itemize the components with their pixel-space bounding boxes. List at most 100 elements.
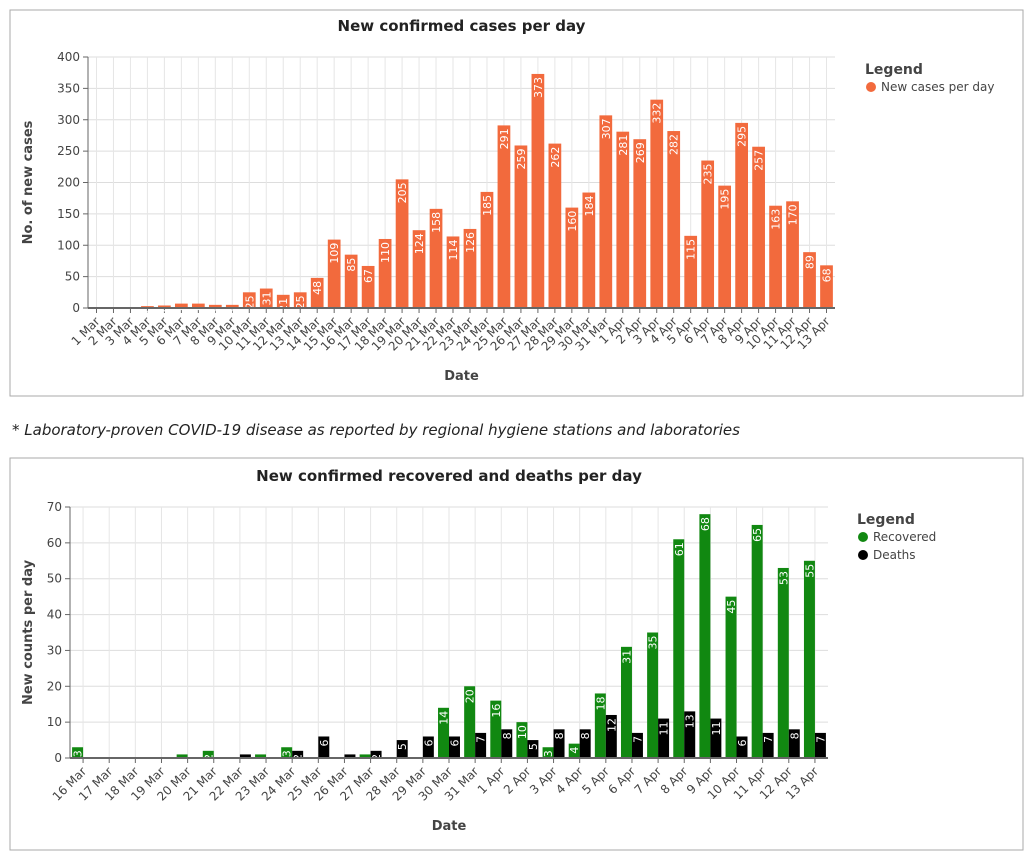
- bar: [542, 747, 554, 758]
- y-tick-label: 200: [57, 176, 80, 190]
- value-label: 160: [566, 211, 579, 232]
- bar: [565, 207, 579, 308]
- bar: [762, 732, 774, 758]
- value-label: 295: [736, 126, 749, 147]
- value-label: 11: [658, 722, 671, 736]
- bar: [658, 718, 670, 758]
- bar: [225, 304, 239, 308]
- bar: [276, 294, 290, 308]
- value-label: 307: [600, 118, 613, 139]
- legend-title: Legend: [857, 512, 915, 528]
- value-label: 25: [294, 295, 307, 309]
- legend-title: Legend: [865, 62, 923, 78]
- bar: [292, 750, 304, 758]
- bar: [438, 707, 449, 758]
- value-label: 68: [699, 517, 712, 531]
- bar: [820, 265, 833, 308]
- bar: [699, 514, 711, 758]
- value-label: 1: [107, 310, 120, 317]
- bar: [293, 292, 307, 308]
- value-label: 1: [255, 757, 268, 764]
- bar: [568, 743, 580, 758]
- value-label: 8: [501, 732, 514, 739]
- value-label: 185: [481, 195, 494, 216]
- value-label: 126: [464, 232, 477, 253]
- bar: [176, 754, 188, 758]
- bar: [673, 539, 685, 758]
- value-label: 1: [176, 757, 189, 764]
- value-label: 114: [447, 239, 460, 260]
- bar: [242, 292, 256, 308]
- value-label: 184: [583, 196, 596, 217]
- bar: [239, 754, 251, 758]
- value-label: 332: [651, 103, 664, 124]
- bar: [769, 205, 782, 308]
- value-label: 16: [490, 704, 503, 718]
- value-label: 20: [464, 689, 477, 703]
- value-label: 235: [702, 164, 715, 185]
- y-tick-label: 60: [47, 536, 62, 550]
- bar: [463, 228, 477, 308]
- value-label: 4: [568, 747, 581, 754]
- y-tick-label: 10: [47, 715, 62, 729]
- bar: [202, 750, 214, 758]
- legend-label: Recovered: [873, 530, 936, 544]
- bar: [378, 238, 392, 308]
- value-label: 262: [549, 147, 562, 168]
- value-label: 61: [673, 542, 686, 556]
- value-label: 291: [498, 128, 511, 149]
- bar: [422, 736, 434, 758]
- bar: [786, 201, 799, 308]
- value-label: 6: [318, 739, 331, 746]
- value-label: 45: [725, 600, 738, 614]
- bar: [620, 646, 632, 758]
- value-label: 3: [281, 750, 294, 757]
- y-tick-label: 50: [65, 270, 80, 284]
- value-label: 5: [226, 308, 239, 315]
- bar: [616, 131, 630, 308]
- value-label: 10: [516, 725, 529, 739]
- value-label: 6: [448, 739, 461, 746]
- bar: [281, 747, 293, 758]
- value-label: 18: [594, 696, 607, 710]
- bar: [605, 714, 617, 758]
- value-label: 8: [788, 732, 801, 739]
- bar: [395, 179, 409, 308]
- value-label: 6: [422, 739, 435, 746]
- value-label: 124: [413, 233, 426, 254]
- y-tick-label: 100: [57, 238, 80, 252]
- legend-label: New cases per day: [881, 80, 994, 94]
- value-label: 259: [515, 148, 528, 169]
- value-label: 85: [345, 258, 358, 272]
- value-label: 6: [736, 739, 749, 746]
- y-tick-label: 40: [47, 608, 62, 622]
- bar: [501, 729, 513, 758]
- bar: [327, 239, 341, 308]
- legend-swatch: [858, 550, 868, 560]
- bar: [718, 185, 732, 308]
- value-label: 31: [620, 650, 633, 664]
- y-tick-label: 0: [72, 301, 80, 315]
- value-label: 269: [634, 142, 647, 163]
- bar: [814, 732, 826, 758]
- bar: [396, 740, 408, 758]
- value-label: 8: [553, 732, 566, 739]
- bar: [631, 732, 643, 758]
- bar: [684, 711, 696, 758]
- bar: [803, 252, 816, 308]
- bar: [725, 596, 737, 758]
- bar: [553, 729, 565, 758]
- bar: [361, 265, 375, 308]
- bar: [514, 145, 528, 308]
- value-label: 35: [647, 636, 660, 650]
- y-tick-label: 70: [47, 500, 62, 514]
- bar: [72, 747, 84, 758]
- bar: [497, 125, 511, 309]
- value-label: 1: [124, 310, 137, 317]
- bar: [318, 736, 330, 758]
- value-label: 48: [311, 281, 324, 295]
- legend-swatch: [866, 82, 876, 92]
- y-tick-label: 30: [47, 643, 62, 657]
- bar: [429, 208, 443, 308]
- value-label: 3: [141, 309, 154, 316]
